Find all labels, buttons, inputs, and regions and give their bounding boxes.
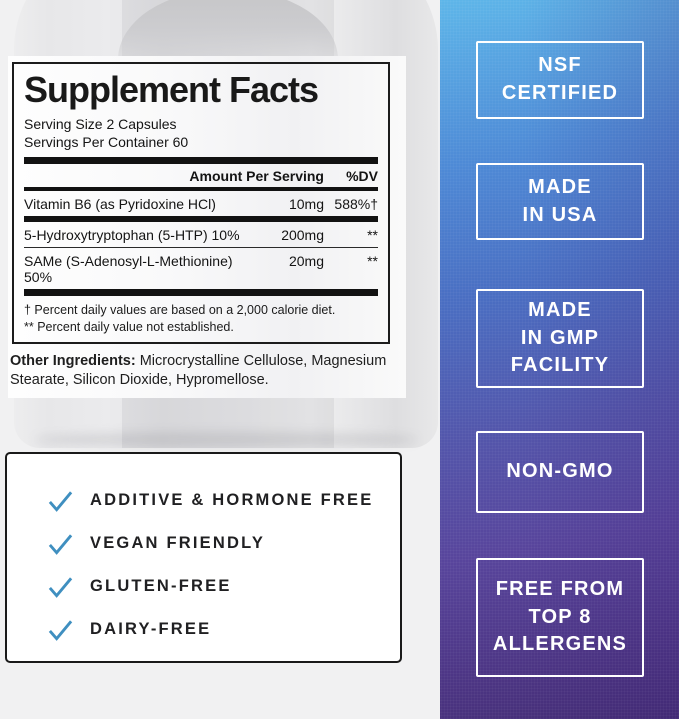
badge-panel: NSF CERTIFIED MADE IN USA MADE IN GMP FA… <box>440 0 679 719</box>
badge-free-from-top-8-allergens: FREE FROM TOP 8 ALLERGENS <box>476 558 644 677</box>
divider-thick <box>24 156 378 164</box>
table-row: SAMe (S-Adenosyl-L-Methionine) 50% 20mg … <box>24 248 378 296</box>
checklist-item-label: DAIRY-FREE <box>90 620 212 638</box>
checkmark-icon <box>48 576 73 598</box>
badge-made-in-usa: MADE IN USA <box>476 163 644 240</box>
checkmark-icon <box>48 490 73 512</box>
nutrient-dv: ** <box>367 252 378 269</box>
list-item: ADDITIVE & HORMONE FREE <box>47 479 400 522</box>
checkmark-icon <box>48 533 73 555</box>
nutrient-amount: 10mg <box>288 195 324 212</box>
nutrient-amount: 200mg <box>281 226 324 243</box>
nutrient-name: Vitamin B6 (as Pyridoxine HCl) <box>24 195 216 212</box>
facts-table-header: Amount Per Serving %DV <box>24 164 378 191</box>
header-amount-per-serving: Amount Per Serving <box>189 167 324 184</box>
checklist-item-label: VEGAN FRIENDLY <box>90 534 266 552</box>
nutrient-name: 5-Hydroxytryptophan (5-HTP) 10% <box>24 226 240 243</box>
nutrient-amount: 20mg <box>288 252 324 269</box>
checklist-item-label: GLUTEN-FREE <box>90 577 232 595</box>
other-ingredients-text: Microcrystalline Cellulose, Magnesium St… <box>10 353 387 389</box>
header-percent-dv: %DV <box>346 167 378 184</box>
footnote-daily-values: † Percent daily values are based on a 2,… <box>24 302 336 317</box>
other-ingredients-label: Other Ingredients: <box>10 353 136 369</box>
footnote-not-established: ** Percent daily value not established. <box>24 320 234 335</box>
other-ingredients: Other Ingredients: Microcrystalline Cell… <box>10 352 402 390</box>
nutrient-dv: 588%† <box>334 195 378 212</box>
benefits-checklist: ADDITIVE & HORMONE FREE VEGAN FRIENDLY G… <box>5 452 402 663</box>
list-item: DAIRY-FREE <box>47 608 400 651</box>
list-item: GLUTEN-FREE <box>47 565 400 608</box>
serving-size: Serving Size 2 Capsules <box>24 116 177 132</box>
badge-made-in-gmp-facility: MADE IN GMP FACILITY <box>476 289 644 388</box>
facts-title: Supplement Facts <box>24 69 319 110</box>
supplement-facts-panel: Supplement Facts Serving Size 2 Capsules… <box>12 62 390 344</box>
list-item: VEGAN FRIENDLY <box>47 522 400 565</box>
table-row: 5-Hydroxytryptophan (5-HTP) 10% 200mg ** <box>24 222 378 248</box>
badge-nsf-certified: NSF CERTIFIED <box>476 41 644 119</box>
checklist-item-label: ADDITIVE & HORMONE FREE <box>90 491 374 509</box>
supplement-facts-label: Supplement Facts Serving Size 2 Capsules… <box>8 56 406 398</box>
table-row: Vitamin B6 (as Pyridoxine HCl) 10mg 588%… <box>24 191 378 222</box>
nutrient-name: SAMe (S-Adenosyl-L-Methionine) 50% <box>24 252 233 285</box>
badge-non-gmo: NON-GMO <box>476 431 644 513</box>
nutrient-dv: ** <box>367 226 378 243</box>
bottle-shadow <box>34 432 418 447</box>
checkmark-icon <box>48 619 73 641</box>
servings-per-container: Servings Per Container 60 <box>24 133 189 150</box>
